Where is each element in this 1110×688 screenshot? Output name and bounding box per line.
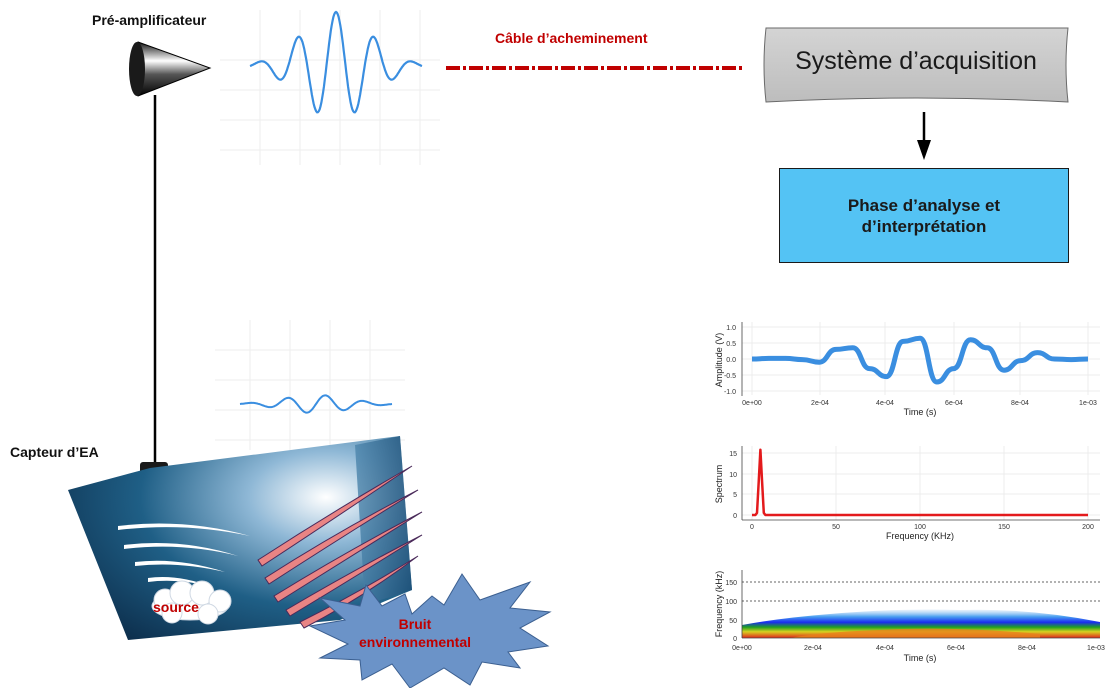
amp-xtick-4: 6e-04 — [945, 400, 963, 407]
spec-xtick-2: 50 — [832, 524, 840, 531]
sg-ylabel: Frequency (kHz) — [714, 571, 724, 638]
source-cloud-icon — [151, 580, 232, 625]
amp-ytick-3: 0.0 — [726, 357, 736, 364]
noise-label: Bruit environnemental — [335, 615, 495, 651]
upper-waveform — [249, 10, 423, 114]
amp-ytick-2: 0.5 — [726, 341, 736, 348]
spec-xtick-4: 150 — [998, 524, 1010, 531]
amp-ytick-5: -1.0 — [724, 389, 736, 396]
sg-xtick-6: 1e-03 — [1087, 645, 1105, 652]
spectrogram-core — [790, 628, 1040, 638]
amp-ylabel: Amplitude (V) — [714, 333, 724, 388]
source-label: source — [153, 599, 199, 615]
upper-wave-grid — [220, 10, 440, 165]
spectrum-x-ticks: 0 50 100 150 200 — [750, 524, 1094, 531]
spec-ytick-3: 5 — [733, 492, 737, 499]
noise-starburst-icon — [308, 573, 552, 688]
analysis-line2: d’interprétation — [861, 216, 987, 236]
acquisition-box-shape — [763, 27, 1069, 103]
sg-xtick-2: 2e-04 — [804, 645, 822, 652]
spectrogram-x-ticks: 0e+00 2e-04 4e-04 6e-04 8e-04 1e-03 — [732, 645, 1105, 652]
amp-xlabel: Time (s) — [904, 407, 937, 417]
spec-xtick-1: 0 — [750, 524, 754, 531]
spectrum-series-line — [752, 448, 1088, 517]
spec-ytick-1: 15 — [729, 451, 737, 458]
sg-xtick-3: 4e-04 — [876, 645, 894, 652]
spec-xtick-3: 100 — [914, 524, 926, 531]
amp-xtick-2: 2e-04 — [811, 400, 829, 407]
preamp-label: Pré-amplificateur — [92, 12, 207, 28]
analysis-box: Phase d’analyse et d’interprétation — [779, 168, 1069, 263]
acquisition-system-label: Système d’acquisition — [795, 47, 1037, 75]
source-wavefronts — [118, 523, 250, 587]
spectrum-chart: 15 10 5 0 0 50 100 150 200 Frequency (KH… — [714, 446, 1102, 541]
spec-ytick-2: 10 — [729, 472, 737, 479]
amp-ytick-4: -0.5 — [724, 373, 736, 380]
amp-xtick-3: 4e-04 — [876, 400, 894, 407]
sg-xtick-4: 6e-04 — [947, 645, 965, 652]
preamplifier-cone-icon — [129, 41, 212, 97]
spec-ytick-4: 0 — [733, 513, 737, 520]
down-arrow-icon — [917, 112, 931, 160]
amplitude-series-line — [751, 335, 1089, 385]
sg-ytick-3: 50 — [729, 618, 737, 625]
sg-xlabel: Time (s) — [904, 653, 937, 663]
sg-ytick-4: 0 — [733, 636, 737, 643]
spectrogram-y-ticks: 150 100 50 0 — [725, 580, 737, 643]
cable-label: Câble d’acheminement — [495, 30, 648, 46]
amplitude-x-ticks: 0e+00 2e-04 4e-04 6e-04 8e-04 1e-03 — [742, 400, 1097, 407]
lower-wave-grid — [215, 320, 405, 450]
spec-ylabel: Spectrum — [714, 465, 724, 504]
spectrogram-chart: 150 100 50 0 0e+00 2e-04 4e-04 6e-04 8e-… — [714, 570, 1105, 663]
amp-xtick-1: 0e+00 — [742, 400, 762, 407]
sg-xtick-1: 0e+00 — [732, 645, 752, 652]
spec-xtick-5: 200 — [1082, 524, 1094, 531]
lower-waveform — [239, 394, 393, 414]
sg-ytick-1: 150 — [725, 580, 737, 587]
spectrogram-energy — [742, 609, 1100, 638]
noise-label-line2: environnemental — [358, 634, 472, 650]
noise-label-line1: Bruit — [398, 616, 432, 632]
analysis-line1: Phase d’analyse et — [847, 195, 1001, 215]
sg-ytick-2: 100 — [725, 599, 737, 606]
amp-xtick-6: 1e-03 — [1079, 400, 1097, 407]
noise-arcs — [257, 465, 423, 629]
amplitude-y-ticks: 1.0 0.5 0.0 -0.5 -1.0 — [724, 325, 736, 396]
amplitude-chart: 1.0 0.5 0.0 -0.5 -1.0 0e+00 2e-04 4e-04 … — [714, 321, 1102, 417]
amp-xtick-5: 8e-04 — [1011, 400, 1029, 407]
sensor-label: Capteur d’EA — [10, 444, 99, 460]
sg-xtick-5: 8e-04 — [1018, 645, 1036, 652]
spectrum-y-ticks: 15 10 5 0 — [729, 451, 737, 520]
spec-xlabel: Frequency (KHz) — [886, 531, 954, 541]
amp-ytick-1: 1.0 — [726, 325, 736, 332]
